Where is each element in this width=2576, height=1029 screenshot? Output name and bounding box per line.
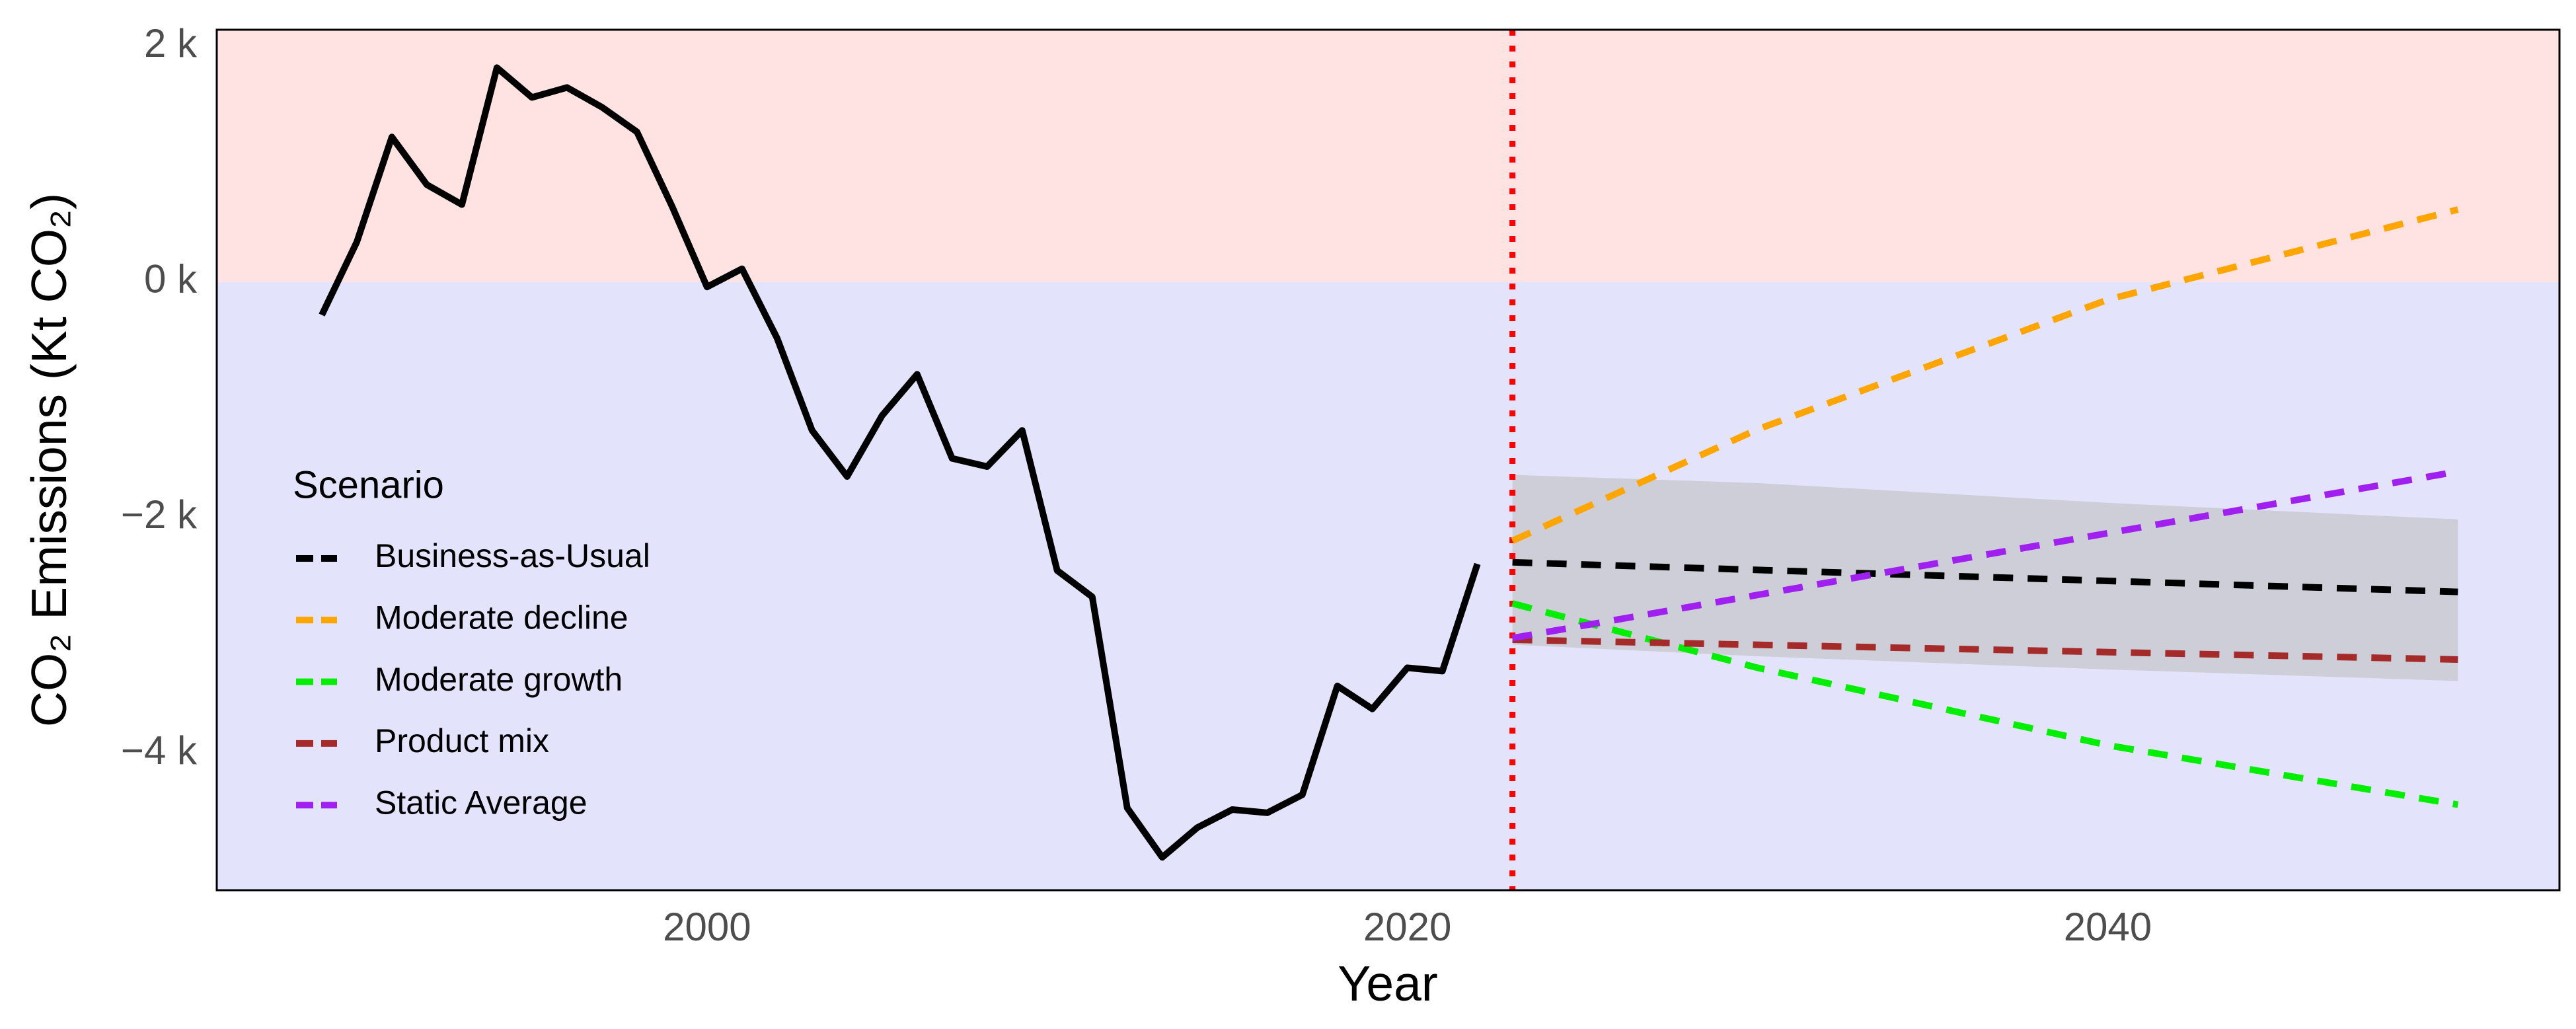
legend-label: Product mix [375, 722, 549, 759]
legend-label: Business-as-Usual [375, 537, 650, 574]
x-tick-label: 2000 [663, 905, 751, 949]
plot-frame [215, 28, 2561, 892]
y-tick-label: −2 k [121, 492, 198, 537]
y-tick-label: −4 k [121, 728, 198, 773]
scenario-line [1511, 468, 2459, 642]
legend-label: Moderate growth [375, 661, 623, 698]
shade-above [217, 30, 2559, 282]
y-axis-title: CO₂ Emissions (Kt CO₂) [21, 193, 77, 727]
scenario-line [1512, 558, 2458, 595]
scenario-line [1512, 636, 2458, 663]
y-tick-label: 0 k [144, 257, 198, 301]
y-tick-label: 2 k [144, 21, 198, 65]
legend-label: Static Average [375, 784, 587, 821]
legend-title: Scenario [293, 463, 444, 506]
x-tick-label: 2040 [2064, 905, 2152, 949]
legend-label: Moderate decline [375, 599, 628, 636]
x-axis-title: Year [1338, 956, 1438, 1011]
x-tick-label: 2020 [1363, 905, 1451, 949]
uncertainty-band [1512, 475, 2458, 681]
scenario-line [1511, 206, 2459, 544]
history-line [319, 64, 1481, 861]
